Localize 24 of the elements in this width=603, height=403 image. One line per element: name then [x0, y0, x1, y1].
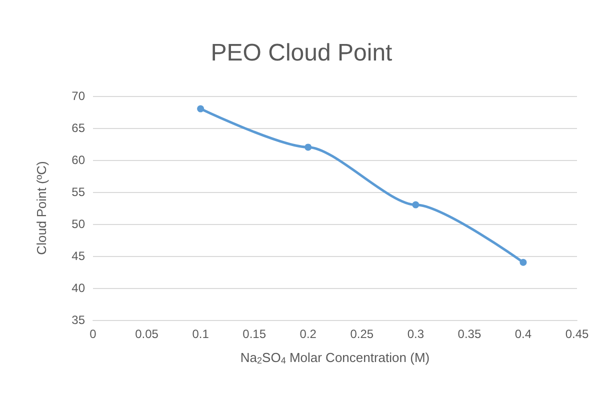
x-tick-label: 0.1 — [192, 327, 210, 341]
x-tick-label: 0.25 — [350, 327, 374, 341]
point — [197, 105, 204, 112]
y-tick-label: 50 — [72, 217, 86, 231]
point — [412, 201, 420, 208]
x-tick-label: 0.45 — [565, 327, 589, 341]
x-tick-label: 0 — [90, 327, 97, 341]
x-tick-label: 0.15 — [242, 327, 266, 341]
x-tick-label: 0.4 — [514, 327, 532, 341]
y-tick-label: 70 — [72, 89, 86, 103]
y-tick-label: 40 — [72, 281, 86, 295]
x-tick-label: 0.05 — [135, 327, 159, 341]
point — [304, 144, 312, 151]
y-tick-label: 60 — [72, 153, 86, 167]
chart-title: PEO Cloud Point — [210, 40, 393, 66]
y-tick-label: 65 — [72, 121, 86, 135]
x-tick-label: 0.35 — [458, 327, 482, 341]
y-axis-title: Cloud Point (ºC) — [34, 161, 49, 255]
x-tick-label: 0.2 — [300, 327, 317, 341]
y-tick-label: 35 — [72, 313, 86, 327]
point — [520, 258, 527, 266]
x-tick-label: 0.3 — [407, 327, 424, 341]
y-tick-label: 45 — [72, 249, 86, 263]
y-tick-label: 55 — [72, 185, 86, 199]
